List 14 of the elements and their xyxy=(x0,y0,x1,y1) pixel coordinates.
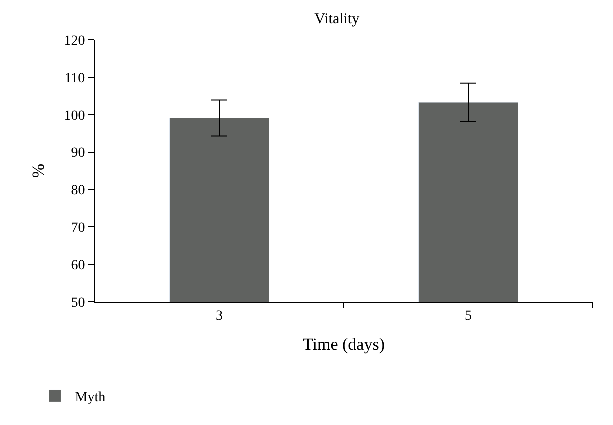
y-tick-label: 60 xyxy=(71,258,86,274)
x-tick-label: 5 xyxy=(465,308,472,324)
y-tick-label: 70 xyxy=(71,221,86,236)
y-tick-label: 110 xyxy=(64,71,86,86)
y-axis-title: % xyxy=(28,164,48,178)
y-tick-label: 100 xyxy=(64,108,86,124)
y-tick-label: 80 xyxy=(71,184,86,199)
x-axis-title: Time (days) xyxy=(302,335,386,354)
y-tick-label: 120 xyxy=(64,34,86,49)
y-tick-label: 50 xyxy=(71,296,86,311)
chart-title: Vitality xyxy=(314,11,360,28)
legend-label: Myth xyxy=(75,390,106,406)
y-tick-label: 90 xyxy=(71,146,86,162)
x-tick-label: 3 xyxy=(216,308,223,324)
